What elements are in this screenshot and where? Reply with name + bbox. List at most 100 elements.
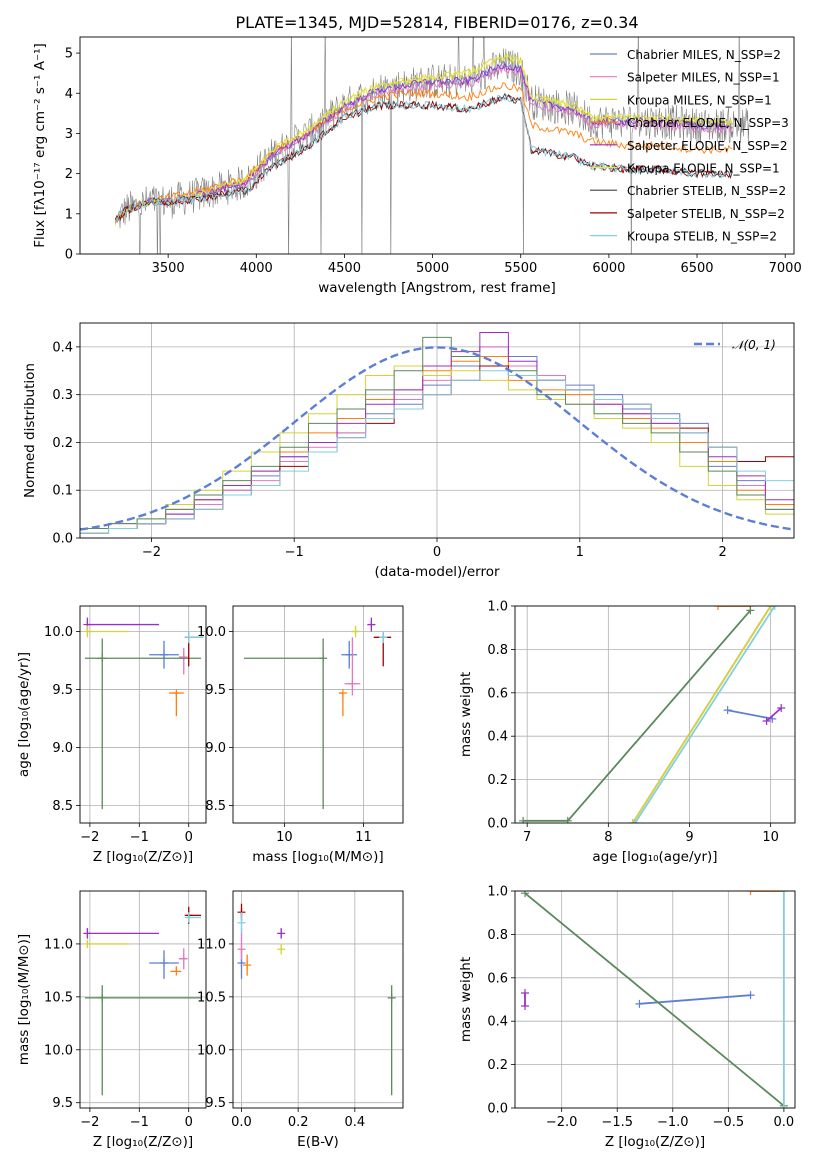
errorbar-point: [237, 918, 246, 927]
plot-area-mass-vs-Z: [83, 906, 202, 1096]
y-tick-label: 9.5: [52, 1096, 73, 1111]
y-tick-label: 1: [65, 207, 73, 222]
axes-age-vs-mass: 10 11 8.5 9.0 9.5 10.0: [197, 606, 403, 845]
y-tick-label: 0.1: [52, 484, 73, 499]
weight-point: [779, 1104, 788, 1108]
weight-point: [631, 819, 640, 823]
x-tick-label: 2: [718, 545, 726, 560]
x-axis-label: (data-model)/error: [374, 564, 500, 580]
weight-point: [521, 891, 529, 898]
y-tick-label: 0.6: [487, 686, 508, 701]
x-tick-label: −0.5: [713, 1115, 745, 1130]
plot-area-spectrum: [114, 37, 750, 254]
legend-entry: Chabrier MILES, N_SSP=2: [627, 48, 781, 62]
errorbar-point: [243, 961, 252, 970]
axes-frame-mass-vs-EBV: [232, 890, 404, 1109]
y-tick-label: 9.5: [52, 683, 73, 698]
y-tick-label: 0.2: [52, 436, 73, 451]
y-tick-label: 8.5: [205, 799, 226, 814]
weight-series-line: [766, 707, 782, 722]
y-tick-label: 9.0: [52, 741, 73, 756]
histogram-step-line: [80, 336, 794, 529]
x-tick-label: −2: [80, 830, 99, 845]
errorbar-point: [338, 689, 347, 698]
legend-entry: Chabrier ELODIE, N_SSP=3: [627, 116, 789, 130]
y-tick-label: 4: [65, 87, 73, 102]
weight-series-line: [639, 994, 751, 1005]
y-tick-label: 10.0: [44, 625, 73, 640]
axes-mass-vs-EBV: 0.0 0.2 0.4 9.5 10.0 10.5 11.0: [197, 891, 403, 1130]
weight-point: [746, 606, 755, 615]
plot-area-weight-vs-Z: [521, 891, 788, 1108]
errorbar-point: [237, 945, 246, 954]
model-spectrum-line: [114, 52, 733, 220]
errorbar-point: [172, 967, 181, 976]
x-tick-label: 4000: [240, 261, 273, 276]
x-axis-label: mass [log₁₀(M/M⊙)]: [252, 849, 383, 865]
legend-entry: Chabrier STELIB, N_SSP=2: [627, 184, 786, 198]
model-spectrum-line: [114, 82, 733, 223]
axes-frame-mass-vs-Z: [79, 890, 207, 1109]
errorbar-point: [277, 929, 286, 938]
legend-entry: Salpeter STELIB, N_SSP=2: [627, 207, 785, 221]
weight-point: [779, 891, 788, 895]
errorbar-point: [98, 654, 107, 663]
errorbar-point: [319, 654, 328, 663]
x-tick-label: −1.5: [601, 1115, 633, 1130]
plot-area-age-vs-Z: [83, 617, 204, 810]
y-tick-label: 0.4: [487, 1015, 508, 1030]
x-tick-label: −1: [130, 830, 149, 845]
x-tick-label: 5000: [416, 261, 449, 276]
legend-entry: Salpeter ELODIE, N_SSP=2: [627, 139, 788, 153]
y-tick-label: 10.5: [197, 990, 226, 1005]
axes-age-vs-Z: −2 −1 0 8.5 9.0 9.5 10.0: [44, 606, 206, 845]
y-axis-label: mass weight: [458, 957, 474, 1042]
axes-frame-spectrum: [79, 36, 795, 255]
y-tick-label: 0.3: [52, 388, 73, 403]
y-tick-label: 11.0: [44, 937, 73, 952]
x-tick-label: 0.2: [288, 1115, 309, 1130]
plot-area-residuals: [80, 332, 794, 534]
x-tick-label: −1: [130, 1115, 149, 1130]
errorbar-point: [83, 627, 92, 636]
weight-point: [723, 706, 732, 715]
model-spectrum-line: [114, 62, 733, 223]
y-axis-label: Flux [fλ10⁻¹⁷ erg cm⁻² s⁻¹ A⁻¹]: [32, 43, 48, 248]
legend-entry: Kroupa MILES, N_SSP=1: [627, 93, 772, 107]
errorbar-point: [184, 913, 193, 922]
x-tick-label: 4500: [328, 261, 361, 276]
x-tick-label: −2.0: [546, 1115, 578, 1130]
x-tick-label: 11: [355, 830, 372, 845]
y-tick-label: 8.5: [52, 799, 73, 814]
x-tick-label: 9: [685, 830, 693, 845]
weight-point: [762, 717, 771, 726]
y-axis-label: mass weight: [458, 672, 474, 757]
plot-area-mass-vs-EBV: [237, 903, 396, 1096]
weight-point: [746, 891, 755, 895]
x-tick-label: 6500: [680, 261, 713, 276]
x-tick-label: −2: [142, 545, 161, 560]
weight-point: [628, 819, 637, 823]
y-tick-label: 0.0: [487, 817, 508, 832]
x-tick-label: 5500: [504, 261, 537, 276]
legend-entry: Kroupa STELIB, N_SSP=2: [627, 230, 777, 244]
x-tick-label: 7: [523, 830, 531, 845]
x-tick-label: 0: [185, 830, 193, 845]
weight-point: [519, 816, 528, 823]
weight-series-line: [524, 892, 785, 1107]
y-tick-label: 5: [65, 47, 73, 62]
axes-weight-vs-Z: −2.0 −1.5 −1.0 −0.5 0.0 0.0 0.2 0.4 0.6 0.8 1.0: [487, 885, 795, 1130]
x-tick-label: 6000: [592, 261, 625, 276]
y-tick-label: 0.4: [52, 340, 73, 355]
errorbar-point: [83, 939, 92, 948]
x-tick-label: −1: [285, 545, 304, 560]
y-tick-label: 1.0: [487, 885, 508, 900]
y-tick-label: 0: [65, 248, 73, 263]
y-tick-label: 10.0: [197, 1043, 226, 1058]
legend-entry: Kroupa ELODIE, N_SSP=1: [627, 162, 780, 176]
y-tick-label: 9.5: [205, 1096, 226, 1111]
weight-point: [770, 606, 779, 610]
y-tick-label: 0.4: [487, 730, 508, 745]
legend-entry: Salpeter MILES, N_SSP=1: [627, 71, 780, 85]
